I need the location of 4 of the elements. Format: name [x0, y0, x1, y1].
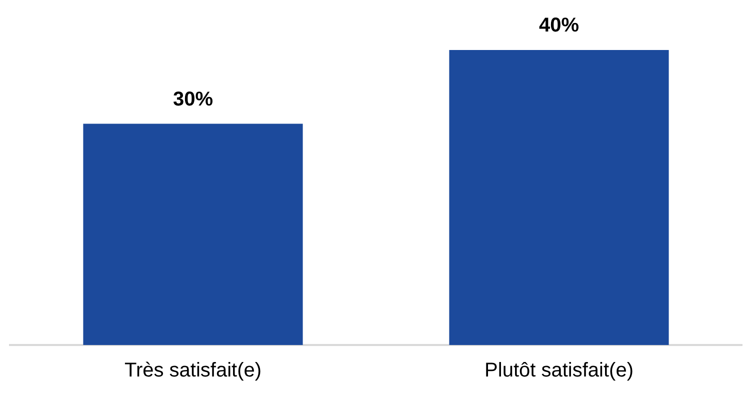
data-label: 30% [172, 88, 214, 110]
data-label: 40% [538, 14, 580, 37]
x-tick-label: Plutôt satisfait(e) [484, 360, 634, 382]
x-tick-label: Très satisfait(e) [124, 360, 262, 382]
